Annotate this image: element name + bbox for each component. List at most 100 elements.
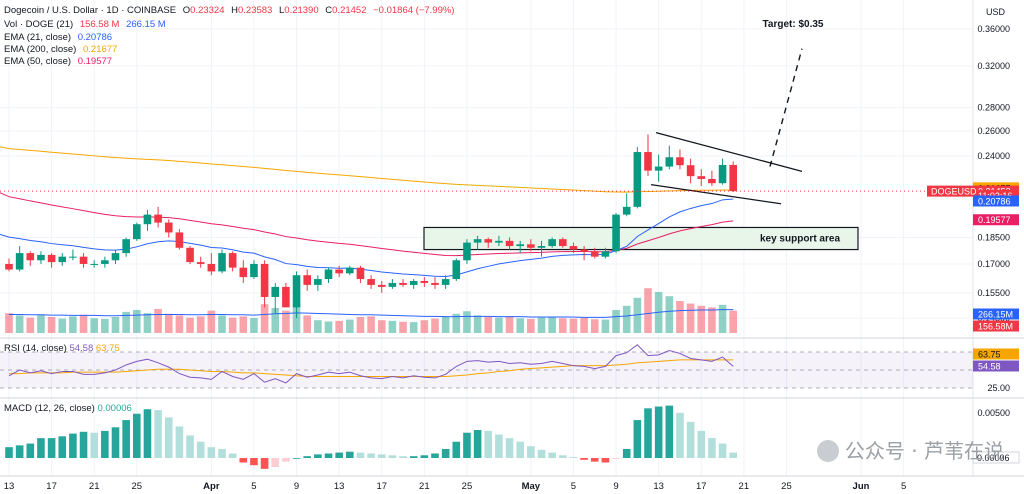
candle-body — [569, 246, 578, 250]
macd-legend: MACD (12, 26, close) 0.00006 — [4, 403, 132, 414]
volume-legend-label: Vol · DOGE (21) — [4, 19, 74, 30]
volume-bar — [324, 321, 333, 333]
ema-50-line — [0, 192, 734, 257]
volume-bar — [559, 318, 567, 333]
macd-histogram-bar — [686, 421, 695, 458]
candle-body — [463, 242, 471, 261]
volume-bar — [186, 317, 194, 333]
candle-body — [505, 240, 514, 247]
macd-histogram-bar — [218, 448, 226, 458]
low-label: L — [278, 5, 285, 16]
candle-body — [303, 275, 311, 285]
time-tick-label: 25 — [132, 481, 143, 492]
candle-body — [559, 239, 567, 247]
macd-histogram-bar — [79, 431, 88, 458]
volume-badge-text: 156.58M — [978, 322, 1013, 332]
macd-histogram-bar — [314, 454, 322, 458]
macd-histogram-bar — [590, 458, 599, 462]
price-tick-label: 0.18500 — [977, 232, 1010, 242]
macd-histogram-bar — [644, 408, 652, 458]
macd-histogram-bar — [537, 449, 546, 458]
macd-histogram-bar — [697, 430, 706, 458]
macd-histogram-bar — [729, 452, 737, 458]
macd-histogram-bar — [676, 412, 684, 458]
candle-body — [58, 256, 67, 263]
flag-upper-trendline — [655, 132, 803, 172]
volume-bar — [708, 307, 716, 333]
rsi-line — [8, 344, 734, 384]
volume-bar — [175, 315, 184, 333]
volume-bar — [271, 308, 280, 333]
time-tick-label: Jun — [853, 481, 870, 492]
rsi-tick-label: 25.00 — [987, 383, 1010, 393]
macd-histogram-bar — [133, 413, 141, 458]
volume-bar — [90, 318, 98, 333]
price-tick-label: 0.24000 — [977, 151, 1010, 161]
macd-histogram-bar — [324, 453, 333, 458]
candle-body — [580, 249, 588, 252]
macd-histogram-bar — [15, 445, 24, 458]
candle-body — [324, 269, 333, 280]
candle-body — [239, 267, 248, 278]
candle-body — [101, 260, 109, 264]
macd-histogram-bar — [5, 447, 13, 458]
macd-histogram-bar — [58, 436, 67, 458]
wechat-icon — [816, 440, 839, 462]
macd-histogram-bar — [654, 406, 663, 458]
rsi-ma-line — [9, 359, 734, 377]
macd-histogram-bar — [420, 455, 429, 458]
macd-legend-value: 0.00006 — [97, 403, 132, 414]
volume-bar — [399, 321, 407, 333]
ema-21-line — [0, 198, 734, 278]
rsi-ma-legend-value: 63.75 — [95, 343, 120, 354]
volume-bar — [143, 313, 152, 333]
symbol-legend: Dogecoin / U.S. Dollar · 1D · COINBASE O… — [4, 5, 458, 16]
candle-body — [527, 244, 535, 248]
currency-label[interactable]: USD — [986, 7, 1006, 17]
change-value: −0.01864 (−7.99%) — [373, 5, 455, 16]
volume-bar — [718, 304, 727, 333]
macd-histogram-bar — [164, 417, 173, 458]
ema50-legend-value: 0.19577 — [77, 56, 113, 67]
macd-histogram-bar — [356, 452, 365, 458]
volume-bar — [122, 311, 130, 333]
candle-body — [377, 284, 386, 287]
candle-body — [356, 267, 365, 280]
price-badge — [973, 214, 1019, 226]
volume-bar — [303, 315, 311, 333]
volume-bar — [484, 317, 493, 333]
symbol-line: Dogecoin / U.S. Dollar · 1D · COINBASE — [4, 5, 177, 16]
macd-histogram-bar — [271, 458, 280, 468]
rsi-legend: RSI (14, close) 54.58 63.75 — [4, 343, 120, 354]
time-tick-label: 25 — [781, 481, 792, 492]
rsi-badge-text: 54.58 — [978, 362, 1001, 372]
macd-histogram-bar — [377, 454, 386, 458]
macd-histogram-bar — [260, 458, 269, 469]
candle-body — [271, 286, 280, 297]
candle-body — [47, 254, 56, 263]
volume-bar — [495, 317, 503, 333]
volume-bar — [196, 316, 205, 333]
macd-histogram-bar — [388, 455, 397, 458]
macd-histogram-bar — [292, 458, 301, 459]
candle-body — [207, 263, 216, 272]
volume-ma-legend-value: 266.15 M — [126, 19, 166, 30]
volume-bar — [633, 297, 642, 333]
candle-body — [665, 157, 674, 167]
macd-histogram-bar — [90, 432, 98, 458]
macd-histogram-bar — [495, 434, 503, 458]
candle-body — [537, 246, 546, 248]
volume-bar — [537, 317, 546, 333]
volume-bar — [612, 309, 620, 333]
candle-body — [143, 214, 152, 225]
time-tick-label: 17 — [696, 481, 707, 492]
macd-histogram-bar — [122, 420, 130, 458]
low-value: 0.21390 — [284, 5, 319, 16]
volume-badge — [973, 320, 1019, 332]
volume-bar — [676, 301, 684, 333]
candle-body — [718, 164, 727, 184]
volume-bar — [409, 322, 418, 333]
volume-bar — [79, 314, 88, 333]
volume-badge-text: 266.15M — [978, 310, 1013, 320]
